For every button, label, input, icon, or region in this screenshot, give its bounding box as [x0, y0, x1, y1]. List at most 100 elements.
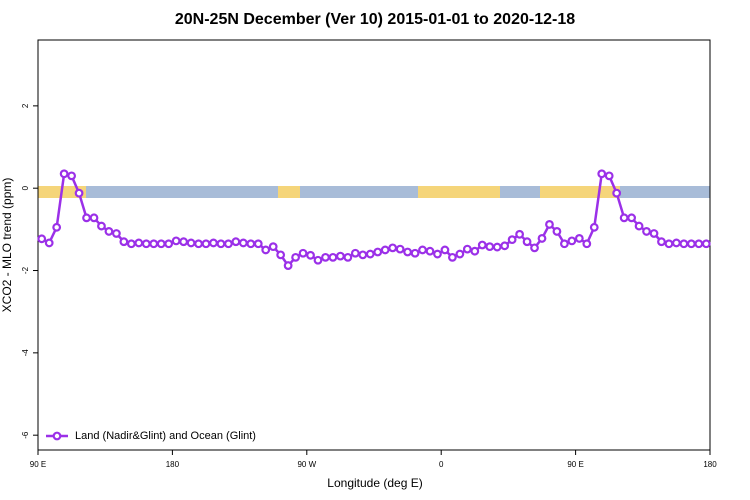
point	[52, 222, 62, 232]
point	[328, 252, 338, 262]
point	[306, 250, 315, 260]
legend-label: Land (Nadir&Glint) and Ocean (Glint)	[75, 430, 256, 442]
point	[350, 248, 360, 258]
x-tick-label: 90 E	[567, 460, 583, 469]
point	[694, 239, 704, 249]
point	[171, 236, 181, 246]
point	[201, 239, 211, 249]
point	[485, 242, 495, 252]
point	[612, 188, 622, 198]
point	[291, 252, 301, 262]
x-tick-label: 90 E	[30, 460, 46, 469]
x-tick-label: 180	[166, 460, 180, 469]
point	[642, 227, 651, 236]
point	[515, 229, 524, 239]
y-tick-label: -2	[21, 266, 30, 274]
point	[365, 249, 375, 259]
point	[627, 213, 636, 223]
point	[313, 255, 323, 265]
point	[507, 235, 517, 245]
point	[574, 234, 584, 243]
point	[672, 238, 681, 248]
point	[537, 234, 547, 243]
point	[567, 236, 577, 246]
point	[59, 169, 69, 179]
point	[395, 244, 405, 254]
x-tick-label: 180	[703, 460, 717, 469]
point	[134, 238, 144, 248]
point	[246, 239, 256, 249]
point	[477, 240, 487, 250]
x-axis-label: Longitude (deg E)	[327, 476, 422, 490]
point	[223, 239, 233, 249]
point	[522, 237, 532, 247]
y-tick-label: -6	[21, 431, 30, 439]
point	[545, 220, 554, 229]
point	[403, 247, 413, 257]
point	[634, 221, 644, 231]
point	[597, 169, 607, 179]
point	[343, 252, 353, 262]
y-axis-label: XCO2 - MLO trend (ppm)	[0, 178, 14, 313]
point	[164, 239, 174, 249]
point	[462, 244, 472, 254]
point	[380, 245, 390, 255]
y-tick-label: -4	[21, 349, 30, 357]
point	[373, 247, 383, 257]
point	[470, 246, 480, 256]
chart-title: 20N-25N December (Ver 10) 2015-01-01 to …	[175, 11, 575, 28]
point	[253, 239, 263, 249]
point	[560, 239, 569, 249]
point	[410, 248, 420, 258]
x-tick-label: 90 W	[297, 460, 316, 469]
point	[686, 239, 696, 249]
point	[298, 248, 308, 258]
point	[111, 229, 121, 238]
point	[82, 213, 91, 223]
legend-marker	[52, 431, 62, 441]
point	[268, 242, 278, 252]
point	[179, 237, 189, 247]
point	[283, 261, 293, 270]
land-patch	[418, 186, 500, 198]
point	[119, 237, 129, 247]
point	[231, 237, 241, 247]
point	[500, 241, 510, 251]
point	[433, 249, 442, 259]
point	[97, 221, 106, 231]
point	[679, 239, 689, 249]
point	[530, 243, 539, 253]
point	[126, 239, 136, 249]
point	[589, 222, 599, 232]
point	[552, 227, 562, 236]
point	[216, 239, 226, 249]
point	[156, 239, 166, 249]
point	[37, 234, 47, 244]
point	[388, 243, 398, 253]
point	[664, 239, 674, 249]
point	[276, 250, 286, 260]
point	[141, 239, 151, 249]
point	[448, 252, 457, 262]
point	[358, 250, 368, 260]
land-patch	[540, 186, 620, 198]
point	[492, 242, 502, 252]
point	[74, 188, 84, 198]
point	[149, 239, 159, 249]
point	[261, 245, 271, 255]
point	[336, 251, 345, 261]
point	[440, 245, 450, 255]
point	[209, 238, 218, 248]
point	[701, 239, 711, 249]
point	[67, 171, 76, 181]
x-tick-label: 0	[439, 460, 444, 469]
point	[425, 246, 435, 256]
y-tick-label: 2	[21, 103, 30, 108]
point	[89, 213, 99, 223]
point	[418, 245, 427, 255]
y-tick-label: 0	[21, 185, 30, 190]
point	[582, 239, 592, 249]
point	[604, 171, 614, 181]
point	[649, 229, 659, 238]
